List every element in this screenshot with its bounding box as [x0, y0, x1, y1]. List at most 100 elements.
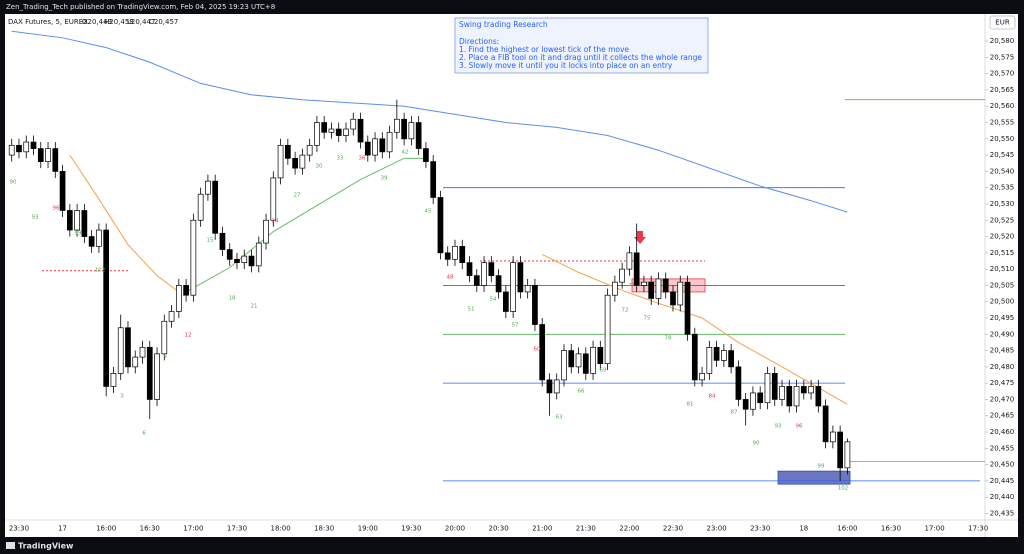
bar-count: 69 [600, 368, 607, 374]
candle-body [626, 252, 633, 270]
currency[interactable]: EUR [995, 19, 1010, 27]
bar-count: 9 [163, 355, 167, 361]
x-tick-label: 19:00 [358, 525, 378, 533]
candle-body [735, 366, 742, 400]
candle-body [146, 346, 153, 400]
y-tick-label: 20,570 [990, 70, 1015, 78]
candle-body [822, 405, 829, 443]
candle-body [226, 249, 233, 260]
candle-body [423, 148, 429, 162]
bar-count: 18 [229, 296, 236, 302]
candle-body [641, 281, 647, 286]
indicator-line [69, 154, 180, 293]
candle-body [793, 386, 800, 407]
bar-count: 6 [142, 431, 146, 437]
y-tick-label: 20,480 [990, 363, 1015, 371]
candle-body [183, 285, 189, 296]
bar-count: 99 [818, 464, 825, 470]
y-tick-label: 20,545 [990, 151, 1015, 159]
candle-body [742, 399, 749, 410]
candle-body [713, 346, 720, 361]
y-tick-label: 20,540 [990, 167, 1015, 175]
y-tick-label: 20,450 [990, 461, 1015, 469]
candle-body [23, 141, 30, 153]
candle-body [648, 281, 655, 299]
note-line: 2. Place a FIB tool on it and drag until… [459, 53, 702, 62]
candle-body [430, 161, 437, 198]
bar-count: 27 [294, 193, 301, 199]
bar-count: 66 [578, 389, 585, 395]
candle-body [771, 373, 778, 400]
candle-body [532, 285, 538, 325]
ohlc-high: H20,458 [104, 18, 134, 26]
x-tick-label: 22:00 [619, 525, 639, 533]
candle-body [255, 242, 262, 267]
candle-body [510, 262, 516, 312]
candle-body [481, 262, 487, 286]
y-tick-label: 20,550 [990, 135, 1015, 143]
candle-body [263, 219, 269, 244]
candle-body [750, 392, 756, 410]
x-tick-label: 20:00 [445, 525, 465, 533]
y-tick-label: 20,445 [990, 477, 1015, 485]
ohlc-open: O20,449 [82, 18, 112, 26]
y-tick-label: 20,435 [990, 509, 1015, 517]
candle-body [524, 285, 531, 293]
candle-body [328, 128, 335, 133]
y-tick-label: 20,515 [990, 249, 1015, 257]
bar-count: 84 [709, 394, 716, 400]
candle-body [779, 386, 785, 400]
x-tick-label: 21:30 [576, 525, 596, 533]
candle-body [66, 210, 73, 231]
bar-count: 24 [272, 219, 279, 225]
y-tick-label: 20,505 [990, 281, 1015, 289]
candle-body [59, 171, 66, 211]
x-tick-label: 22:30 [663, 525, 683, 533]
candle-body [212, 180, 219, 234]
candle-body [517, 262, 524, 293]
candle-body [539, 324, 546, 381]
candle-body [437, 197, 444, 254]
candle-body [306, 144, 313, 156]
candle-body [597, 346, 604, 364]
candle-body [197, 193, 204, 221]
note-title: Swing trading Research [459, 20, 548, 29]
candle-body [401, 118, 407, 140]
x-tick-label: 16:00 [837, 525, 857, 533]
candle-body [45, 148, 51, 162]
candle-body [488, 262, 495, 276]
x-tick-label: 17:00 [183, 525, 203, 533]
x-tick-label: 23:00 [707, 525, 727, 533]
y-tick-label: 20,495 [990, 314, 1015, 322]
x-tick-label: 17:00 [925, 525, 945, 533]
ohlc-low: L20,447 [127, 18, 155, 26]
candle-body [364, 141, 371, 156]
candle-body [321, 122, 328, 133]
candle-body [444, 252, 451, 260]
bar-count: 15 [207, 238, 214, 244]
candle-body [800, 386, 807, 394]
candle-body [125, 327, 131, 368]
bar-count: 90 [10, 180, 17, 186]
currency-button[interactable] [989, 15, 1016, 30]
bar-count: 36 [359, 156, 366, 162]
y-tick-label: 20,575 [990, 53, 1015, 61]
x-tick-label: 23:30 [750, 525, 770, 533]
bar-count: 102 [838, 486, 849, 492]
candle-body [270, 177, 277, 221]
bar-count: 3 [120, 394, 124, 400]
candle-body [808, 386, 814, 394]
y-tick-label: 20,560 [990, 102, 1015, 110]
x-tick-label: 23:30 [9, 525, 29, 533]
candle-body [175, 285, 182, 312]
bar-count: 99 [75, 231, 82, 237]
bar-count: 93 [775, 424, 782, 430]
candle-body [764, 373, 771, 404]
bar-count: 51 [468, 307, 475, 313]
candle-body [314, 122, 320, 146]
candle-body [190, 219, 197, 296]
candle-body [590, 346, 596, 374]
candle-body [88, 236, 95, 247]
x-tick-label: 17:30 [968, 525, 988, 533]
candle-body [284, 144, 291, 159]
